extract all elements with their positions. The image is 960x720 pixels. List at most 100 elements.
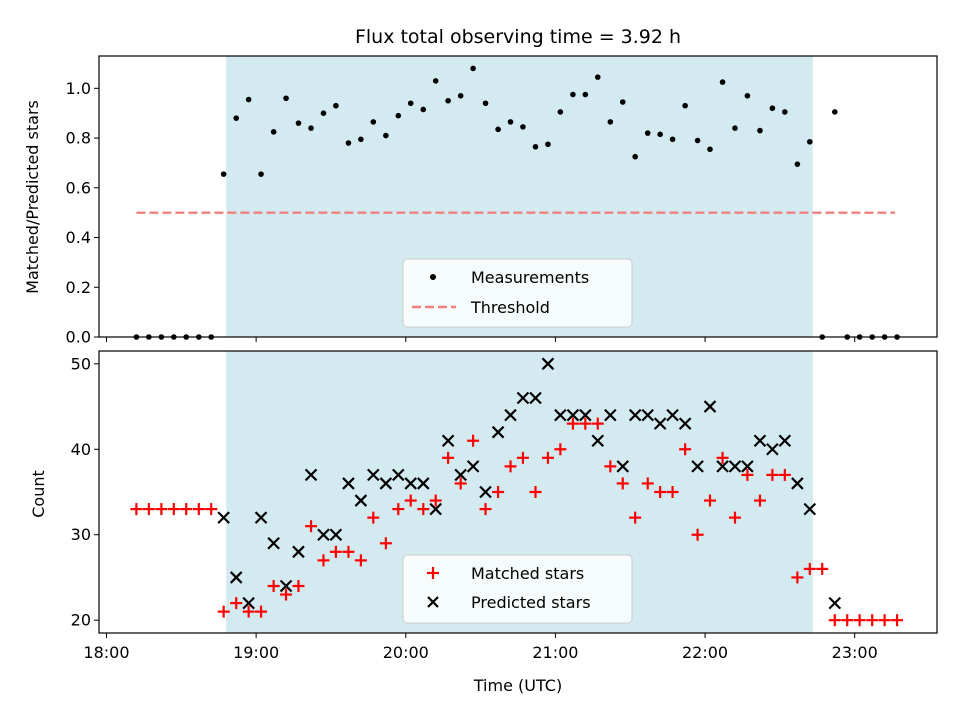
- matched-star-point: [803, 562, 816, 575]
- measurement-points: [133, 65, 900, 340]
- top-y-axis-label: Matched/Predicted stars: [23, 100, 42, 294]
- matched-star-point: [329, 545, 342, 558]
- legend-matched-marker: [427, 567, 439, 579]
- x-axis-label: Time (UTC): [473, 676, 562, 695]
- matched-star-point: [379, 537, 392, 550]
- x-tick-label: 19:00: [233, 643, 279, 662]
- bottom-y-tick-label: 30: [71, 525, 91, 544]
- measurement-point: [557, 109, 564, 115]
- predicted-star-point: [516, 391, 530, 405]
- predicted-star-point: [753, 434, 767, 448]
- measurement-point: [445, 97, 451, 104]
- predicted-star-point: [591, 434, 605, 448]
- matched-star-point: [866, 614, 879, 627]
- matched-star-point: [666, 486, 679, 498]
- predicted-star-point: [491, 425, 505, 439]
- matched-star-point: [454, 477, 467, 490]
- predicted-star-point: [454, 468, 467, 482]
- matched-star-point: [654, 486, 667, 498]
- matched-star-point: [429, 494, 442, 507]
- bottom-x-ticks: 18:00 19:00 20:00 21:00 22:00 23:00: [83, 633, 878, 662]
- measurement-point: [457, 92, 464, 99]
- predicted-star-point: [716, 460, 729, 473]
- matched-star-point: [691, 528, 704, 541]
- measurement-point: [694, 137, 701, 144]
- matched-star-point: [442, 451, 455, 464]
- predicted-star-point: [766, 442, 779, 456]
- predicted-star-point: [254, 511, 268, 524]
- predicted-star-point: [317, 528, 330, 542]
- bottom-y-axis-label: Count: [29, 470, 48, 518]
- matched-star-point: [167, 503, 180, 516]
- measurement-point: [507, 119, 514, 125]
- predicted-stars-points: [217, 357, 842, 610]
- measurement-point: [594, 74, 601, 80]
- predicted-star-point: [579, 408, 592, 422]
- predicted-star-point: [541, 357, 555, 371]
- top-legend: Measurements Threshold: [402, 258, 633, 328]
- measurement-point: [607, 119, 614, 125]
- matched-star-point: [828, 614, 841, 627]
- predicted-star-point: [279, 579, 293, 593]
- legend-measurements-label: Measurements: [471, 268, 589, 287]
- legend-matched-label: Matched stars: [471, 564, 584, 583]
- matched-star-point: [417, 503, 430, 516]
- bottom-y-tick-label: 40: [71, 440, 91, 459]
- matched-star-point: [280, 588, 293, 601]
- predicted-star-point: [666, 408, 679, 422]
- predicted-star-point: [229, 571, 243, 584]
- predicted-star-point: [703, 400, 717, 413]
- matched-star-point: [566, 417, 579, 430]
- predicted-star-point: [392, 468, 405, 482]
- matched-star-point: [878, 614, 891, 627]
- predicted-star-point: [404, 477, 417, 490]
- chart-title: Flux total observing time = 3.92 h: [355, 26, 681, 48]
- measurement-point: [420, 106, 427, 113]
- measurement-point: [769, 105, 776, 112]
- matched-star-point: [741, 468, 754, 481]
- measurement-point: [295, 120, 302, 126]
- measurement-point: [370, 119, 377, 125]
- measurement-point: [258, 171, 264, 177]
- predicted-star-point: [641, 408, 655, 422]
- measurement-point: [657, 131, 663, 138]
- matched-star-point: [679, 443, 692, 456]
- top-y-tick-label: 0.6: [66, 178, 91, 197]
- matched-stars-points: [130, 417, 904, 627]
- x-tick-label: 22:00: [682, 643, 728, 662]
- top-y-tick-label: 0.4: [66, 228, 91, 247]
- measurement-point: [619, 99, 626, 105]
- matched-star-point: [554, 443, 567, 456]
- predicted-star-point: [367, 468, 380, 482]
- top-y-tick-label: 0.0: [66, 328, 91, 347]
- top-y-tick-label: 1.0: [66, 79, 91, 98]
- measurement-point: [233, 115, 240, 121]
- predicted-star-point: [628, 408, 642, 422]
- predicted-star-point: [828, 596, 842, 610]
- matched-star-point: [292, 580, 305, 592]
- predicted-star-point: [217, 511, 230, 524]
- matched-star-point: [604, 460, 617, 473]
- predicted-star-point: [342, 477, 355, 490]
- measurement-point: [570, 91, 576, 98]
- top-y-ticks: 0.0 0.2 0.4 0.6 0.8 1.0: [66, 79, 99, 347]
- predicted-star-point: [529, 391, 542, 405]
- matched-star-point: [404, 494, 417, 507]
- measurement-point: [308, 125, 314, 131]
- measurement-point: [757, 127, 763, 134]
- bottom-legend-box: [402, 554, 633, 624]
- predicted-star-point: [329, 528, 343, 542]
- top-y-tick-label: 0.2: [66, 278, 91, 297]
- predicted-star-point: [803, 502, 817, 516]
- matched-star-point: [392, 503, 405, 516]
- matched-star-point: [217, 605, 230, 618]
- predicted-star-point: [466, 460, 480, 473]
- measurement-point: [383, 132, 389, 139]
- matched-star-point: [529, 486, 542, 498]
- top-panel: 0.0 0.2 0.4 0.6 0.8 1.0 Flux total observing …: [23, 26, 938, 347]
- top-axes-frame: [98, 55, 938, 338]
- measurement-point: [520, 124, 526, 130]
- matched-star-point: [616, 477, 629, 490]
